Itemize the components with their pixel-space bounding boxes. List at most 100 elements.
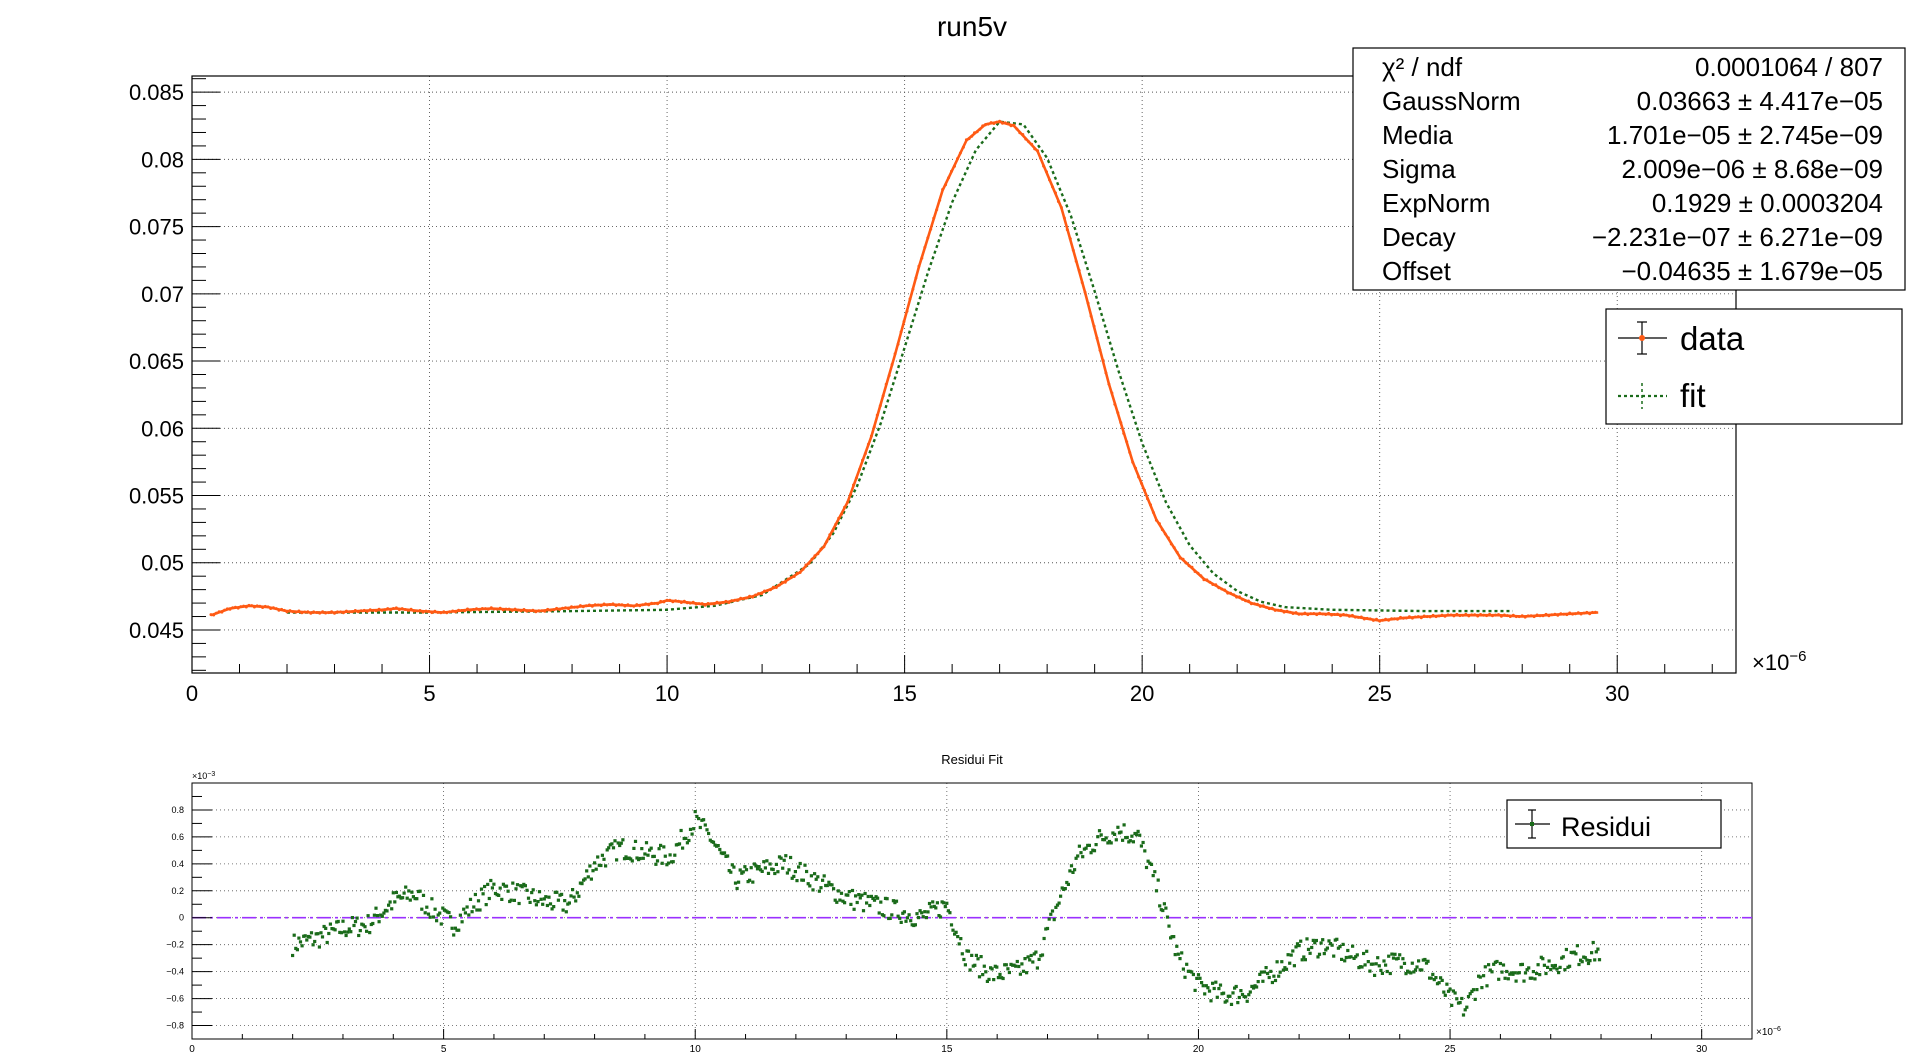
residual-point [1473, 997, 1477, 1001]
data-point [986, 122, 990, 126]
fit-stat-value: 0.1929 ± 0.0003204 [1652, 188, 1883, 218]
data-point [1523, 615, 1527, 619]
residual-point [1025, 971, 1029, 975]
residual-point [1244, 995, 1248, 999]
residual-point [1377, 964, 1381, 968]
residual-point [934, 906, 938, 910]
residual-point [702, 818, 706, 822]
data-point [1422, 614, 1426, 618]
residual-point [1239, 989, 1243, 993]
data-point [564, 606, 567, 610]
data-point [1086, 301, 1090, 305]
fit-curve [287, 120, 1513, 614]
data-point [981, 124, 985, 128]
residuals-y-tick-labels: −0.8 −0.6 −0.4 −0.2 0 0.2 0.4 0.6 0.8 [166, 805, 184, 1031]
residual-point [1262, 970, 1267, 974]
residual-point [1231, 991, 1235, 995]
residual-point [1069, 864, 1074, 868]
residual-point [1533, 977, 1537, 981]
residual-point [1466, 995, 1471, 999]
residual-point [376, 914, 380, 918]
residual-point [793, 870, 797, 874]
residual-point [1138, 833, 1142, 837]
data-point [558, 608, 562, 611]
data-point [244, 605, 248, 609]
data-point [584, 604, 588, 608]
data-point [1241, 597, 1244, 601]
data-point [1258, 604, 1262, 608]
data-point [555, 606, 559, 610]
residual-point [387, 903, 391, 907]
data-point [801, 567, 805, 571]
main-y-tick-label: 0.08 [141, 147, 184, 172]
residual-point [1094, 843, 1098, 847]
residual-point [610, 842, 614, 846]
residual-point [358, 929, 362, 933]
residual-point [1092, 849, 1097, 853]
residual-point [1183, 975, 1187, 979]
residual-point [954, 930, 958, 934]
residual-point [920, 911, 924, 915]
residual-point [1104, 836, 1108, 840]
data-point [804, 563, 808, 567]
data-point [757, 592, 760, 596]
data-point [1285, 609, 1289, 613]
residual-point [852, 907, 856, 911]
data-point [225, 607, 229, 611]
residual-point [762, 860, 766, 864]
data-point [647, 603, 651, 607]
residual-point [858, 896, 862, 900]
data-point [1279, 608, 1283, 612]
data-point [421, 610, 425, 614]
fit-stat-value: 1.701e−05 ± 2.745e−09 [1607, 120, 1883, 150]
residual-point [806, 882, 810, 886]
residual-point [687, 838, 691, 843]
data-point [1146, 497, 1149, 501]
residual-point [748, 878, 752, 882]
residual-point [1089, 851, 1093, 855]
residual-point [385, 909, 389, 913]
residual-point [711, 840, 716, 844]
residual-point [410, 890, 414, 894]
residual-point [394, 890, 398, 895]
residual-point [478, 908, 482, 912]
data-point [1556, 613, 1560, 617]
residual-point [1195, 976, 1199, 980]
main-y-tick-label: 0.045 [129, 618, 184, 643]
residual-point [1119, 830, 1123, 834]
data-point [688, 601, 692, 605]
data-point [665, 598, 669, 602]
legend-residui-marker [1515, 809, 1550, 839]
data-point [1565, 613, 1569, 617]
residual-point [325, 940, 329, 945]
residual-point [341, 919, 345, 923]
data-point [347, 610, 351, 614]
residual-point [1015, 959, 1019, 964]
residual-point [430, 897, 434, 901]
residuals-x-tick-label: 0 [189, 1044, 195, 1055]
residual-point [703, 823, 707, 827]
residual-point [640, 847, 644, 851]
data-point [890, 363, 894, 366]
residual-point [1321, 938, 1325, 942]
residual-point [344, 933, 348, 938]
residual-point [1546, 965, 1550, 969]
data-point [247, 603, 251, 607]
data-point [513, 607, 517, 611]
data-point [1208, 580, 1212, 584]
data-point [368, 608, 372, 612]
residual-point [1402, 961, 1407, 965]
residual-point [291, 953, 295, 958]
data-point [1095, 336, 1099, 340]
residuals-x-tick-label: 20 [1193, 1044, 1205, 1055]
residual-point [813, 872, 817, 876]
data-point [570, 605, 573, 609]
residual-point [355, 916, 359, 920]
data-point [789, 576, 793, 580]
data-point [537, 609, 541, 613]
residual-point [1590, 951, 1594, 955]
data-point [1059, 206, 1063, 209]
residual-point [757, 865, 761, 869]
residual-point [405, 896, 409, 900]
residual-point [659, 843, 663, 847]
